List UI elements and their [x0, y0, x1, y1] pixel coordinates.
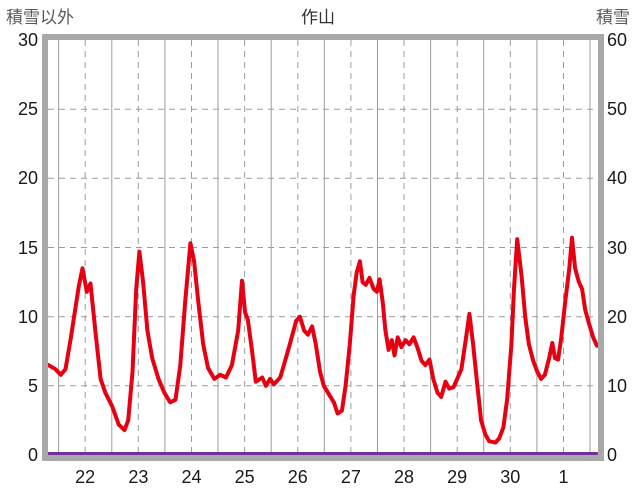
y-right-tick-label: 30 [607, 237, 628, 258]
y-right-tick-label: 40 [607, 168, 628, 189]
y-left-tick-label: 15 [17, 237, 38, 258]
y-right-tick-label: 10 [607, 375, 628, 396]
plot-area [42, 34, 604, 461]
y-left-tick-label: 20 [17, 168, 38, 189]
x-tick-label: 28 [394, 467, 415, 487]
x-tick-label: 29 [447, 467, 468, 487]
x-tick-label: 23 [128, 467, 149, 487]
x-tick-label: 1 [558, 467, 569, 487]
x-tick-label: 25 [234, 467, 255, 487]
y-right-tick-label: 0 [607, 445, 618, 465]
y-left-tick-label: 25 [17, 99, 38, 120]
right-axis-title: 積雪 [596, 8, 630, 27]
chart-title: 作山 [301, 8, 335, 27]
y-right-tick-label: 60 [607, 30, 628, 50]
y-right-tick-label: 20 [607, 306, 628, 327]
series-left [48, 235, 598, 445]
y-left-tick-label: 10 [17, 306, 38, 327]
x-tick-label: 22 [75, 467, 96, 487]
y-left-tick-label: 0 [27, 445, 38, 465]
y-left-tick-label: 30 [17, 30, 38, 50]
left-axis-title: 積雪以外 [6, 8, 74, 27]
x-tick-label: 26 [287, 467, 308, 487]
y-right-tick-label: 50 [607, 99, 628, 120]
x-tick-label: 27 [340, 467, 361, 487]
x-tick-label: 24 [181, 467, 202, 487]
chart-canvas [48, 40, 598, 455]
x-tick-label: 30 [500, 467, 521, 487]
y-left-tick-label: 5 [27, 375, 38, 396]
